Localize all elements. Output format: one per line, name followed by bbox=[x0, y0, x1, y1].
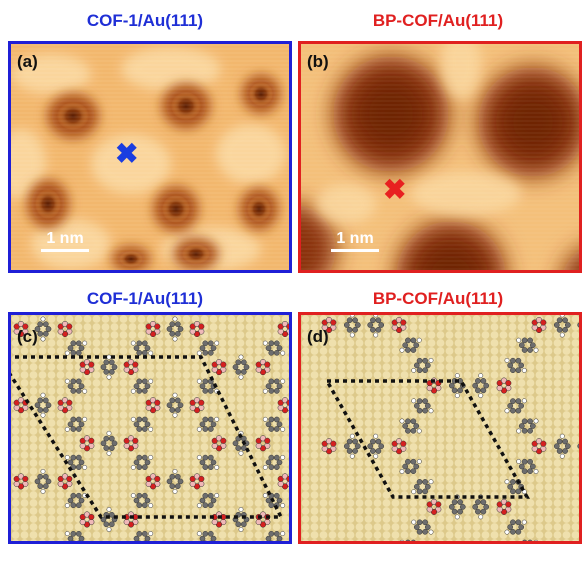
panel-label-b: (b) bbox=[307, 52, 329, 71]
model-image-c: (c) bbox=[8, 312, 292, 544]
cross-marker-a: ✖ bbox=[115, 138, 139, 169]
scale-bar-label-a: 1 nm bbox=[46, 230, 84, 247]
panel-label-d: (d) bbox=[307, 327, 329, 346]
stm-image-a: (a) ✖ 1 nm bbox=[8, 41, 292, 273]
title-panel-c: COF-1/Au(111) bbox=[86, 289, 204, 308]
unit-cell-outline-c bbox=[11, 355, 284, 519]
title-panel-a: COF-1/Au(111) bbox=[86, 11, 204, 30]
model-image-d: (d) bbox=[298, 312, 582, 544]
title-panel-b: BP-COF/Au(111) bbox=[372, 11, 504, 30]
scale-bar-label-b: 1 nm bbox=[336, 230, 374, 247]
stm-image-b: (b) ✖ 1 nm bbox=[298, 41, 582, 273]
unit-cell-outline-d bbox=[323, 379, 531, 499]
cross-marker-b: ✖ bbox=[383, 174, 407, 205]
scale-bar-line-a bbox=[41, 249, 89, 252]
scale-bar-b: 1 nm bbox=[331, 230, 379, 252]
title-panel-d: BP-COF/Au(111) bbox=[372, 289, 504, 308]
scale-bar-a: 1 nm bbox=[41, 230, 89, 252]
scale-bar-line-b bbox=[331, 249, 379, 252]
panel-label-c: (c) bbox=[17, 327, 38, 346]
panel-label-a: (a) bbox=[17, 52, 38, 71]
